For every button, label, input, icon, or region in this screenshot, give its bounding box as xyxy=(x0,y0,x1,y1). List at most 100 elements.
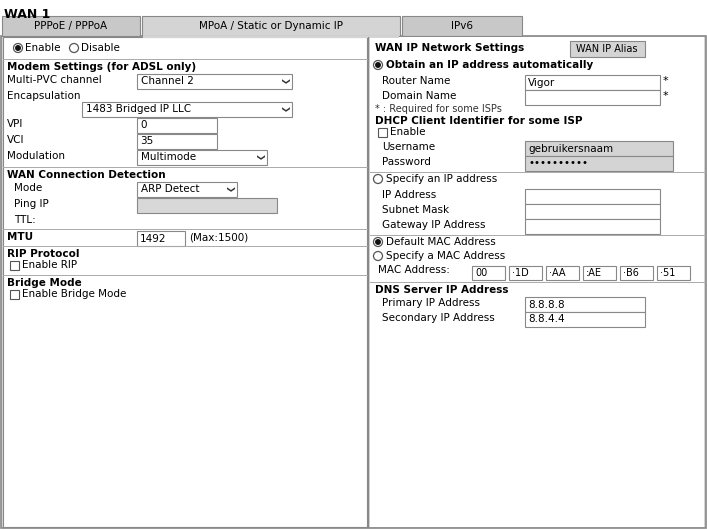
Text: Secondary IP Address: Secondary IP Address xyxy=(382,313,495,323)
Bar xyxy=(137,118,217,133)
Text: DHCP Client Identifier for some ISP: DHCP Client Identifier for some ISP xyxy=(375,116,583,126)
Text: Subnet Mask: Subnet Mask xyxy=(382,205,449,215)
Bar xyxy=(137,231,185,246)
Text: * : Required for some ISPs: * : Required for some ISPs xyxy=(375,104,502,114)
Text: ❯: ❯ xyxy=(225,186,233,193)
Text: Primary IP Address: Primary IP Address xyxy=(382,298,480,308)
Text: ❯: ❯ xyxy=(279,78,288,85)
Text: MAC Address:: MAC Address: xyxy=(378,265,450,275)
Text: ·51: ·51 xyxy=(660,268,675,278)
Bar xyxy=(378,128,387,137)
Text: IP Address: IP Address xyxy=(382,190,436,200)
Text: Default MAC Address: Default MAC Address xyxy=(386,237,496,247)
Text: PPPoE / PPPoA: PPPoE / PPPoA xyxy=(35,21,107,31)
Text: ❯: ❯ xyxy=(279,106,288,113)
Text: Modem Settings (for ADSL only): Modem Settings (for ADSL only) xyxy=(7,62,196,72)
Bar xyxy=(142,16,400,36)
Text: MPoA / Static or Dynamic IP: MPoA / Static or Dynamic IP xyxy=(199,21,343,31)
Text: Domain Name: Domain Name xyxy=(382,91,457,101)
Circle shape xyxy=(375,240,380,244)
Bar xyxy=(583,266,616,280)
Text: 8.8.8.8: 8.8.8.8 xyxy=(528,299,565,310)
Bar xyxy=(657,266,690,280)
Bar xyxy=(620,266,653,280)
Bar xyxy=(137,182,237,197)
Text: ·B6: ·B6 xyxy=(623,268,639,278)
Bar xyxy=(2,16,140,36)
Text: Obtain an IP address automatically: Obtain an IP address automatically xyxy=(386,60,593,70)
Text: (Max:1500): (Max:1500) xyxy=(189,232,248,242)
Bar xyxy=(472,266,505,280)
Bar xyxy=(3,37,367,527)
Bar xyxy=(525,156,673,171)
Text: WAN 1: WAN 1 xyxy=(4,8,50,21)
Text: IPv6: IPv6 xyxy=(451,21,473,31)
Text: *: * xyxy=(663,91,669,101)
Text: VPI: VPI xyxy=(7,119,23,129)
Text: MTU: MTU xyxy=(7,232,33,242)
Text: ·AA: ·AA xyxy=(549,268,566,278)
Text: Enable Bridge Mode: Enable Bridge Mode xyxy=(22,289,127,299)
Text: Ping IP: Ping IP xyxy=(14,199,49,209)
Text: 8.8.4.4: 8.8.4.4 xyxy=(528,314,565,324)
Text: Encapsulation: Encapsulation xyxy=(7,91,81,101)
Text: Multimode: Multimode xyxy=(141,153,196,163)
Bar xyxy=(137,198,277,213)
Text: ❯: ❯ xyxy=(255,154,264,161)
Text: Enable: Enable xyxy=(390,127,426,137)
Bar xyxy=(10,261,19,270)
Bar xyxy=(546,266,579,280)
Bar xyxy=(137,134,217,149)
Text: Specify a MAC Address: Specify a MAC Address xyxy=(386,251,506,261)
Text: 0: 0 xyxy=(140,120,146,130)
Bar xyxy=(525,90,660,105)
Text: Router Name: Router Name xyxy=(382,76,450,86)
Text: Specify an IP address: Specify an IP address xyxy=(386,174,497,184)
Bar xyxy=(525,141,673,156)
Circle shape xyxy=(16,46,21,50)
Text: ·1D: ·1D xyxy=(512,268,529,278)
Text: Enable: Enable xyxy=(25,43,61,53)
Text: Gateway IP Address: Gateway IP Address xyxy=(382,220,486,230)
Bar xyxy=(370,37,704,527)
Text: Vigor: Vigor xyxy=(528,77,555,87)
Text: 1492: 1492 xyxy=(140,234,167,243)
Bar xyxy=(143,36,399,38)
Bar xyxy=(570,41,645,57)
Text: 00: 00 xyxy=(475,268,487,278)
Text: WAN IP Network Settings: WAN IP Network Settings xyxy=(375,43,525,53)
Text: WAN Connection Detection: WAN Connection Detection xyxy=(7,170,165,180)
Bar xyxy=(82,102,292,117)
Text: DNS Server IP Address: DNS Server IP Address xyxy=(375,285,508,295)
Text: ARP Detect: ARP Detect xyxy=(141,184,199,195)
Bar xyxy=(10,290,19,299)
Text: 35: 35 xyxy=(140,137,153,146)
Text: :AE: :AE xyxy=(586,268,602,278)
Text: VCI: VCI xyxy=(7,135,25,145)
Bar xyxy=(137,74,292,89)
Text: gebruikersnaam: gebruikersnaam xyxy=(528,144,613,154)
Text: Disable: Disable xyxy=(81,43,120,53)
Text: Mode: Mode xyxy=(14,183,42,193)
Text: WAN IP Alias: WAN IP Alias xyxy=(576,44,638,54)
Text: Multi-PVC channel: Multi-PVC channel xyxy=(7,75,102,85)
Text: *: * xyxy=(663,76,669,86)
Bar xyxy=(525,189,660,204)
Text: ••••••••••: •••••••••• xyxy=(528,158,588,169)
Text: Password: Password xyxy=(382,157,431,167)
Text: Enable RIP: Enable RIP xyxy=(22,260,77,270)
Text: Bridge Mode: Bridge Mode xyxy=(7,278,82,288)
Bar xyxy=(525,312,645,327)
Bar xyxy=(525,297,645,312)
Bar xyxy=(509,266,542,280)
Text: Channel 2: Channel 2 xyxy=(141,76,194,86)
Text: 1483 Bridged IP LLC: 1483 Bridged IP LLC xyxy=(86,104,191,114)
Bar xyxy=(137,150,267,165)
Bar xyxy=(525,219,660,234)
Bar xyxy=(525,75,660,90)
Text: RIP Protocol: RIP Protocol xyxy=(7,249,79,259)
Text: Modulation: Modulation xyxy=(7,151,65,161)
Circle shape xyxy=(375,63,380,67)
Bar xyxy=(525,204,660,219)
Text: Username: Username xyxy=(382,142,435,152)
